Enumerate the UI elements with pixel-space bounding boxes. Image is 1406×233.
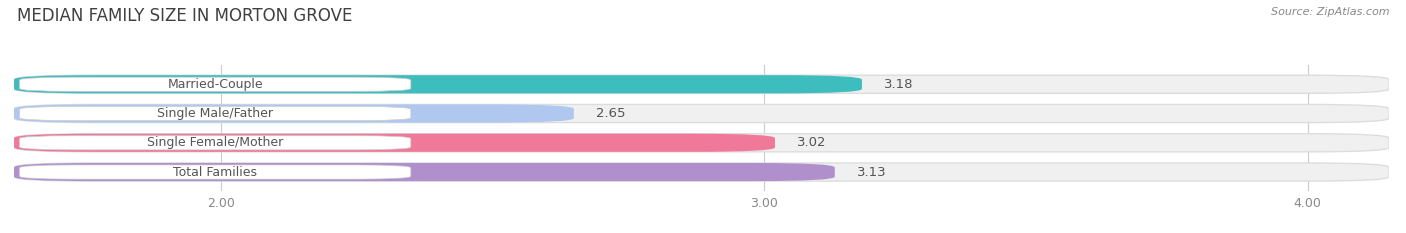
FancyBboxPatch shape (20, 136, 411, 150)
FancyBboxPatch shape (14, 104, 574, 123)
FancyBboxPatch shape (14, 104, 1389, 123)
Text: Married-Couple: Married-Couple (167, 78, 263, 91)
Text: 3.18: 3.18 (883, 78, 912, 91)
FancyBboxPatch shape (14, 134, 775, 152)
Text: Source: ZipAtlas.com: Source: ZipAtlas.com (1271, 7, 1389, 17)
FancyBboxPatch shape (14, 75, 1389, 93)
FancyBboxPatch shape (20, 106, 411, 121)
Text: 3.13: 3.13 (856, 165, 886, 178)
FancyBboxPatch shape (14, 163, 835, 181)
FancyBboxPatch shape (20, 165, 411, 179)
FancyBboxPatch shape (14, 75, 862, 93)
Text: MEDIAN FAMILY SIZE IN MORTON GROVE: MEDIAN FAMILY SIZE IN MORTON GROVE (17, 7, 353, 25)
Text: Single Female/Mother: Single Female/Mother (148, 136, 283, 149)
FancyBboxPatch shape (14, 163, 1389, 181)
FancyBboxPatch shape (14, 134, 1389, 152)
Text: 2.65: 2.65 (596, 107, 626, 120)
FancyBboxPatch shape (20, 77, 411, 91)
Text: 3.02: 3.02 (797, 136, 827, 149)
Text: Single Male/Father: Single Male/Father (157, 107, 273, 120)
Text: Total Families: Total Families (173, 165, 257, 178)
